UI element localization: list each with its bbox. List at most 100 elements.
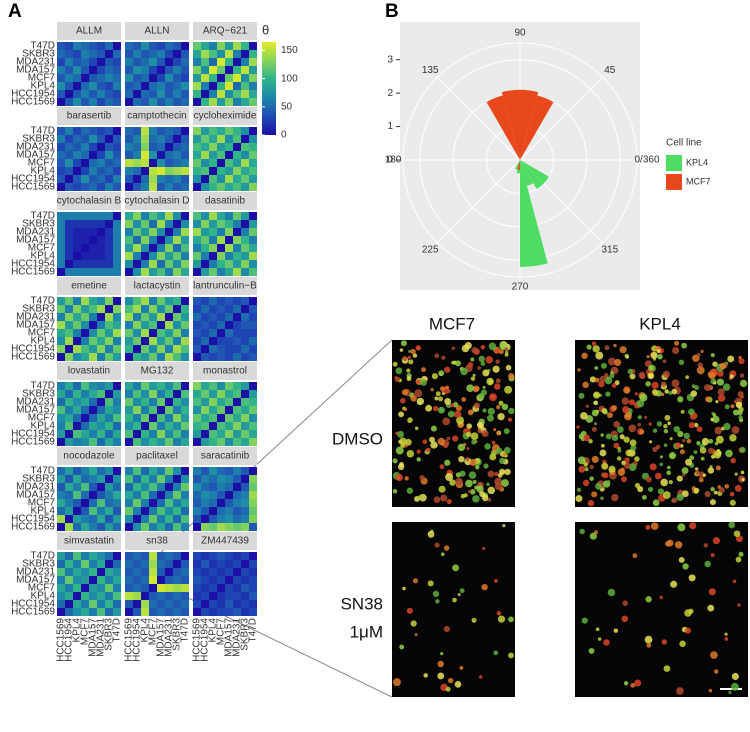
heat-cell: [105, 167, 113, 175]
heat-cell: [89, 414, 97, 422]
heat-cell: [113, 220, 121, 228]
cell-blob: [610, 371, 614, 375]
heat-cell: [209, 143, 217, 151]
cell-blob: [708, 588, 716, 596]
heat-cell: [193, 175, 201, 183]
heat-cell: [141, 42, 149, 50]
cell-blob: [701, 437, 710, 446]
heat-cell: [57, 592, 65, 600]
cell-blob: [477, 428, 482, 434]
heat-cell: [89, 523, 97, 531]
rose-wedge: [501, 89, 520, 160]
cell-blob: [447, 677, 454, 684]
heat-cell: [241, 90, 249, 98]
heat-cell: [233, 74, 241, 82]
legend-key: [666, 174, 682, 190]
heat-cell: [89, 260, 97, 268]
heat-cell: [225, 260, 233, 268]
row-label: MDA231: [16, 227, 55, 238]
heat-cell: [141, 345, 149, 353]
heat-cell: [193, 515, 201, 523]
heat-cell: [181, 252, 189, 260]
heat-cell: [217, 98, 225, 106]
cell-blob: [581, 352, 588, 359]
heat-cell: [201, 491, 209, 499]
heat-cell: [97, 600, 105, 608]
heat-cell: [125, 390, 133, 398]
heat-cell: [201, 82, 209, 90]
cell-blob: [595, 482, 602, 490]
heat-cell: [65, 353, 73, 361]
heat-cell: [113, 268, 121, 276]
cell-blob: [729, 434, 737, 442]
heat-cell: [65, 345, 73, 353]
rose-wedge: [486, 95, 520, 160]
heat-cell: [201, 353, 209, 361]
cell-blob: [459, 666, 464, 670]
cell-blob: [397, 430, 404, 438]
heat-cell: [249, 127, 257, 135]
cell-blob: [457, 593, 461, 597]
heat-cell: [201, 98, 209, 106]
heat-cell: [217, 305, 225, 313]
cell-blob: [504, 385, 513, 394]
heat-cell: [133, 608, 141, 616]
heat-cell: [249, 345, 257, 353]
heat-cell: [57, 58, 65, 66]
heat-cell: [133, 414, 141, 422]
heat-cell: [225, 499, 233, 507]
cell-blob: [659, 455, 663, 459]
heat-cell: [249, 608, 257, 616]
heat-cell: [233, 523, 241, 531]
heat-cell: [201, 406, 209, 414]
heat-cell: [89, 228, 97, 236]
heat-cell: [57, 297, 65, 305]
cell-blob: [704, 560, 711, 568]
heat-cell: [81, 608, 89, 616]
heat-cell: [89, 50, 97, 58]
heat-cell: [89, 390, 97, 398]
cell-blob: [392, 489, 398, 494]
heat-cell: [73, 560, 81, 568]
heat-cell: [105, 382, 113, 390]
heat-cell: [233, 236, 241, 244]
cell-blob: [508, 372, 515, 380]
heat-cell: [173, 135, 181, 143]
cell-blob: [440, 494, 448, 502]
heat-cell: [113, 507, 121, 515]
heat-cell: [141, 467, 149, 475]
heat-cell: [201, 467, 209, 475]
heat-cell: [149, 483, 157, 491]
heat-cell: [193, 552, 201, 560]
cell-blob: [723, 422, 731, 431]
heat-cell: [193, 143, 201, 151]
heat-cell: [157, 90, 165, 98]
cell-blob: [480, 344, 486, 350]
heat-cell: [233, 600, 241, 608]
heat-cell: [233, 406, 241, 414]
heat-cell: [173, 560, 181, 568]
cell-blob: [419, 475, 425, 481]
heat-cell: [149, 515, 157, 523]
cell-blob: [678, 557, 685, 563]
heat-cell: [57, 143, 65, 151]
cell-blob: [430, 387, 434, 392]
heat-cell: [209, 568, 217, 576]
heat-cell: [149, 467, 157, 475]
heat-cell: [105, 82, 113, 90]
heat-cell: [89, 406, 97, 414]
heat-cell: [173, 422, 181, 430]
heat-cell: [193, 220, 201, 228]
row-label: MDA231: [16, 482, 55, 493]
heat-cell: [209, 507, 217, 515]
heat-cell: [225, 584, 233, 592]
heat-cell: [157, 552, 165, 560]
heat-cell: [181, 568, 189, 576]
heat-cell: [233, 592, 241, 600]
cell-blob: [575, 495, 583, 503]
heat-cell: [181, 74, 189, 82]
cell-blob: [663, 665, 671, 672]
heat-cell: [249, 244, 257, 252]
column-label: MCF7: [216, 618, 227, 646]
cell-blob: [676, 475, 683, 482]
